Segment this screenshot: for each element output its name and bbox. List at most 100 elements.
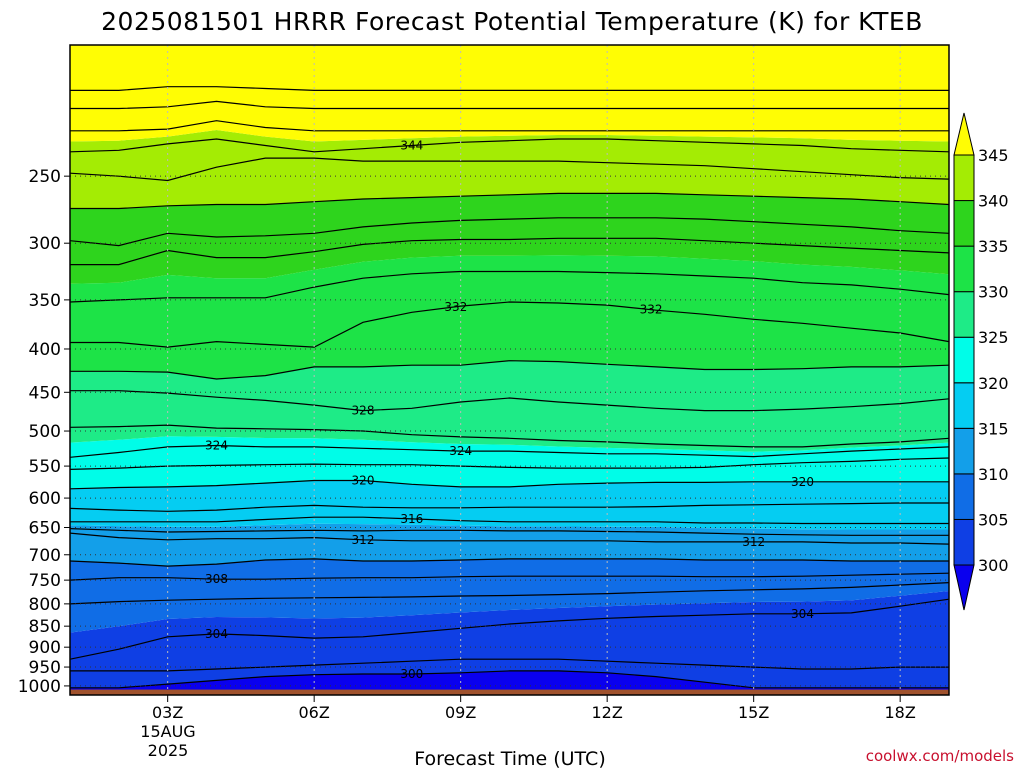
colorbar-label-320: 320	[978, 374, 1009, 393]
fill-band-5	[70, 436, 949, 489]
isentrope-340	[70, 192, 949, 210]
contour-label-10: 312	[742, 535, 765, 549]
colorbar-band-340	[953, 154, 975, 202]
fill-band-3	[70, 523, 949, 567]
isentrope-328	[70, 390, 949, 412]
colorbar-label-330: 330	[978, 283, 1009, 302]
colorbar-band-330	[953, 245, 975, 293]
y-tick-label-350: 350	[29, 291, 61, 311]
x-tick-label-15Z: 15Z	[738, 703, 769, 722]
contour-label-1: 332	[444, 300, 467, 314]
contour-label-8: 316	[400, 512, 423, 526]
isentrope-332	[70, 301, 949, 348]
contour-label-9: 312	[352, 533, 375, 547]
isentrope-304	[70, 598, 949, 660]
fill-band-9	[70, 130, 949, 209]
colorbar: 300 305 310 315 320 325 330 335 340 345	[953, 112, 1009, 611]
temperature-fill-layer	[70, 45, 949, 695]
contour-label-2: 332	[640, 303, 663, 317]
y-tick-label-500: 500	[29, 422, 61, 442]
isentrope-318	[70, 502, 949, 512]
colorbar-label-325: 325	[978, 328, 1009, 347]
y-tick-label-800: 800	[29, 595, 61, 615]
contour-label-6: 320	[352, 474, 375, 488]
colorbar-band-300	[953, 518, 975, 566]
isentrope-320	[70, 479, 949, 490]
y-tick-label-950: 950	[29, 658, 61, 678]
colorbar-label-310: 310	[978, 465, 1009, 484]
isentrope-336	[70, 237, 949, 266]
isentrope-334	[70, 270, 949, 303]
y-tick-label-600: 600	[29, 489, 61, 509]
x-tick-label-06Z: 06Z	[299, 703, 330, 722]
credit-text: coolwx.com/models	[866, 747, 1014, 765]
colorbar-extend-bottom	[953, 564, 975, 611]
y-tick-label-250: 250	[29, 167, 61, 187]
grid-layer	[70, 45, 949, 695]
contour-label-11: 308	[205, 572, 228, 586]
isentrope-324	[70, 444, 949, 458]
colorbar-label-305: 305	[978, 510, 1009, 529]
fill-band-7	[70, 255, 949, 379]
colorbar-band-325	[953, 291, 975, 338]
isentrope-326	[70, 424, 949, 448]
colorbar-band-305	[953, 473, 975, 520]
isentrope-layer	[70, 86, 949, 689]
isentrope-344	[70, 138, 949, 153]
colorbar-band-315	[953, 382, 975, 429]
y-tick-label-1000: 1000	[18, 677, 61, 697]
plot-frame	[69, 44, 950, 696]
colorbar-label-340: 340	[978, 192, 1009, 211]
colorbar-extend-top	[953, 112, 975, 156]
isentrope-300	[70, 670, 949, 689]
x-tick-label-12Z: 12Z	[592, 703, 623, 722]
fill-band-10	[70, 45, 949, 142]
colorbar-band-310	[953, 427, 975, 475]
isentrope-338	[70, 217, 949, 247]
isentrope-350	[70, 86, 949, 92]
contour-label-13: 304	[791, 607, 814, 621]
isentrope-346	[70, 120, 949, 132]
isentrope-308	[70, 572, 949, 581]
isentrope-342	[70, 157, 949, 182]
isentrope-348	[70, 100, 949, 110]
isentrope-302	[70, 658, 949, 672]
y-tick-label-900: 900	[29, 638, 61, 658]
y-tick-label-300: 300	[29, 234, 61, 254]
fill-band-0	[70, 670, 949, 695]
colorbar-label-315: 315	[978, 419, 1009, 438]
fill-band-4	[70, 480, 949, 530]
date-label-year: 2025	[148, 741, 189, 760]
colorbar-label-300: 300	[978, 556, 1009, 575]
y-tick-label-450: 450	[29, 383, 61, 403]
contour-label-layer: 344 332 332 328 324 324 320 320 316 312 312 308 304 3…	[205, 138, 814, 681]
x-tick-label-03Z: 03Z	[152, 703, 183, 722]
y-tick-label-750: 750	[29, 571, 61, 591]
y-tick-label-400: 400	[29, 340, 61, 360]
contour-label-14: 300	[400, 667, 423, 681]
y-tick-label-700: 700	[29, 546, 61, 566]
x-tick-label-09Z: 09Z	[445, 703, 476, 722]
isentrope-314	[70, 528, 949, 536]
y-tick-label-550: 550	[29, 457, 61, 477]
colorbar-label-335: 335	[978, 237, 1009, 256]
surface-layer	[70, 689, 949, 695]
contour-label-0: 344	[400, 138, 423, 152]
chart-title: 2025081501 HRRR Forecast Potential Tempe…	[101, 7, 923, 36]
colorbar-label-345: 345	[978, 146, 1009, 165]
x-axis-title: Forecast Time (UTC)	[414, 748, 605, 768]
y-tick-label-850: 850	[29, 617, 61, 637]
isentrope-312	[70, 532, 949, 545]
ground-surface	[70, 689, 949, 695]
isentrope-306	[70, 582, 949, 605]
isentrope-322	[70, 457, 949, 470]
contour-label-7: 320	[791, 475, 814, 489]
colorbar-band-320	[953, 336, 975, 384]
isentrope-310	[70, 558, 949, 567]
contour-label-3: 328	[352, 404, 375, 418]
contour-label-4: 324	[205, 438, 228, 452]
y-axis: 2503003504004505005506006507007508008509…	[18, 167, 70, 697]
isentrope-316	[70, 516, 949, 525]
isentrope-330	[70, 360, 949, 380]
